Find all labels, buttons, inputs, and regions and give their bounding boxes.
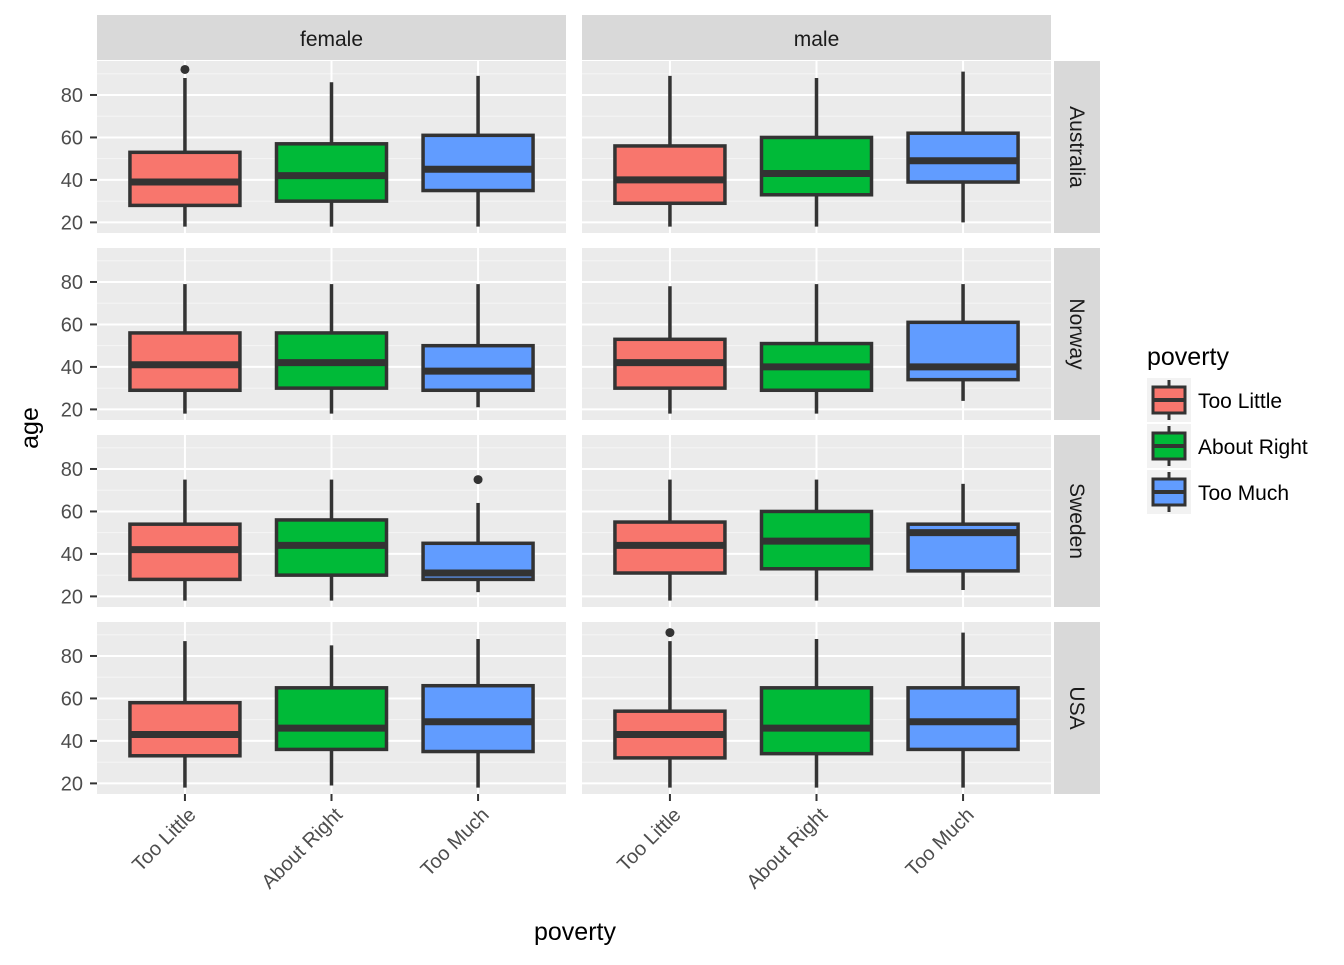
box-about-right bbox=[274, 686, 389, 752]
outlier-point bbox=[473, 475, 483, 485]
box-about-right bbox=[759, 135, 874, 197]
y-tick-label: 40 bbox=[61, 544, 83, 566]
outlier-point bbox=[665, 628, 675, 638]
facet-strip-norway bbox=[1054, 248, 1100, 420]
facet-label-usa: USA bbox=[1065, 686, 1088, 729]
box-too-much bbox=[421, 133, 535, 193]
x-tick-label: Too Little bbox=[613, 804, 685, 876]
y-tick-label: 80 bbox=[61, 646, 83, 668]
legend-label-too-much: Too Much bbox=[1198, 482, 1289, 505]
box-too-little bbox=[128, 700, 242, 758]
x-tick-label: Too Much bbox=[902, 804, 979, 881]
y-tick-label: 60 bbox=[61, 127, 83, 149]
x-tick-label: About Right bbox=[743, 804, 833, 894]
x-tick-label: Too Much bbox=[417, 804, 494, 881]
y-axis-title: age bbox=[16, 407, 44, 449]
y-tick-label: 60 bbox=[61, 501, 83, 523]
facet-strip-usa bbox=[1054, 622, 1100, 794]
facet-label-norway: Norway bbox=[1065, 298, 1088, 370]
facet-strip-male bbox=[582, 15, 1051, 60]
y-tick-label: 20 bbox=[61, 586, 83, 608]
y-tick-label: 80 bbox=[61, 459, 83, 481]
legend-title: poverty bbox=[1147, 343, 1229, 371]
facet-strip-sweden bbox=[1054, 435, 1100, 607]
legend-label-too-little: Too Little bbox=[1198, 390, 1282, 413]
y-tick-label: 80 bbox=[61, 85, 83, 107]
facet-label-sweden: Sweden bbox=[1065, 483, 1088, 559]
facet-strip-female bbox=[97, 15, 566, 60]
y-tick-label: 60 bbox=[61, 314, 83, 336]
y-tick-label: 20 bbox=[61, 399, 83, 421]
y-tick-label: 40 bbox=[61, 170, 83, 192]
x-tick-label: About Right bbox=[258, 804, 348, 894]
box-about-right bbox=[759, 686, 874, 756]
facet-label-male: male bbox=[794, 28, 840, 51]
facet-strip-australia bbox=[1054, 61, 1100, 233]
y-tick-label: 40 bbox=[61, 357, 83, 379]
x-tick-label: Too Little bbox=[128, 804, 200, 876]
y-tick-label: 40 bbox=[61, 731, 83, 753]
y-tick-label: 20 bbox=[61, 212, 83, 234]
legend-label-about-right: About Right bbox=[1198, 436, 1308, 459]
y-tick-label: 20 bbox=[61, 773, 83, 795]
facet-label-female: female bbox=[300, 28, 363, 51]
y-tick-label: 80 bbox=[61, 272, 83, 294]
box-too-much bbox=[906, 320, 1020, 382]
x-axis-title: poverty bbox=[534, 918, 616, 946]
box-too-little bbox=[613, 144, 727, 206]
y-tick-label: 60 bbox=[61, 688, 83, 710]
outlier-point bbox=[180, 64, 190, 74]
facet-label-australia: Australia bbox=[1065, 106, 1088, 188]
